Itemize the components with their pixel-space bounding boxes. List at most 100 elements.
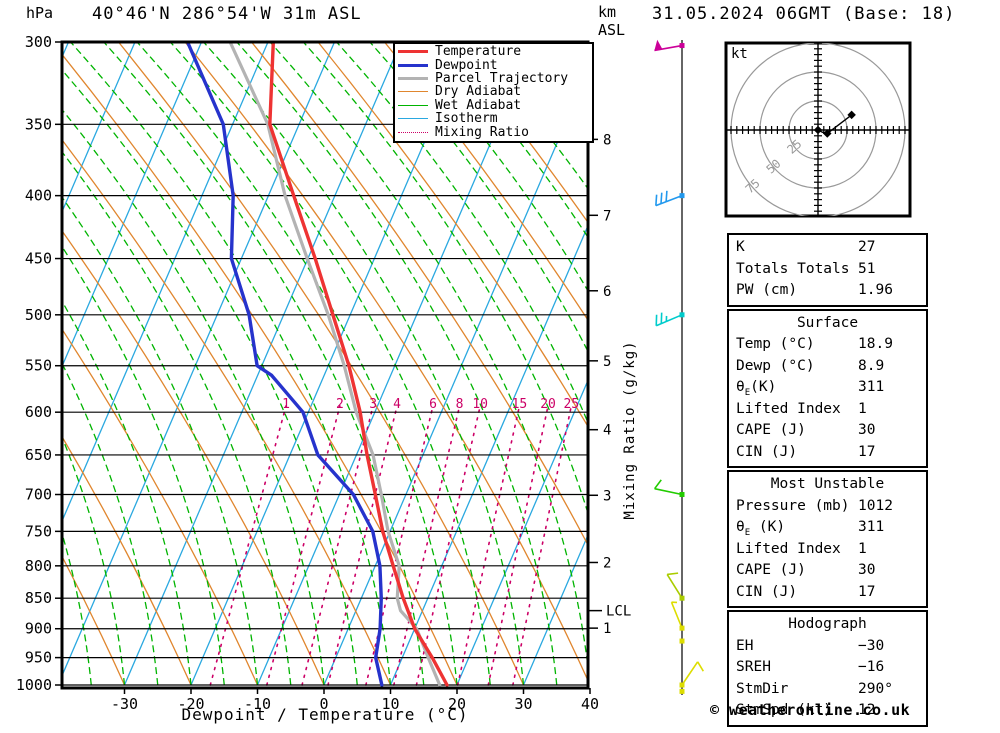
temperature-tick-label: -30 — [111, 695, 138, 713]
legend-item-label: Mixing Ratio — [435, 124, 529, 140]
mixing-ratio-line — [209, 405, 287, 686]
legend-item-label: Parcel Trajectory — [435, 70, 569, 86]
table-row-value: 1.96 — [858, 282, 893, 298]
table-row-label: θE(K) — [736, 379, 777, 398]
temperature-tick-label: 40 — [581, 695, 599, 713]
wind-barb-full — [696, 661, 705, 672]
wind-barb — [666, 572, 685, 601]
wet-adiabat-line — [269, 42, 588, 674]
isotherm-line — [323, 69, 588, 686]
temperature-tick-label: 20 — [448, 695, 466, 713]
table-row: Dewp (°C) 8.9 — [729, 356, 926, 378]
mixing-ratio-value: 20 — [540, 397, 556, 412]
isotherm-line — [456, 378, 588, 686]
wind-barb-column — [653, 39, 705, 695]
indices-table: Most Unstable Pressure (mb) 1012 θE (K) 311 L… — [727, 470, 928, 608]
wind-barb-pennant — [654, 39, 663, 51]
asl-axis-unit-label: ASL — [598, 21, 626, 39]
isotherm-line — [190, 42, 469, 686]
wind-barb-full — [653, 479, 662, 490]
legend-item-label: Wet Adiabat — [435, 97, 522, 113]
wet-adiabat-line — [169, 42, 491, 686]
mixing-ratio-line — [327, 405, 398, 686]
table-row: CAPE (J) 30 — [729, 420, 926, 442]
wind-barb-shaft — [655, 314, 683, 327]
km-tick-label: 5 — [603, 354, 611, 370]
table-row-label: Totals Totals — [736, 260, 850, 277]
legend-item: Dewpoint — [398, 57, 592, 73]
isotherm-line — [62, 42, 269, 523]
wind-barb-full — [655, 194, 658, 206]
legend-item-label: Dewpoint — [435, 57, 498, 73]
dry-adiabat-line — [317, 42, 588, 428]
pressure-unit-label: hPa — [26, 4, 54, 22]
legend-item-label: Isotherm — [435, 111, 498, 127]
wind-barb — [670, 601, 685, 631]
wind-barb — [655, 190, 685, 207]
wet-adiabat-line — [62, 361, 159, 686]
temperature-tick-label: -20 — [177, 695, 204, 713]
table-row-value: 27 — [858, 239, 876, 255]
wet-adiabat-line — [203, 42, 525, 686]
table-row-label: CAPE (J) — [736, 562, 806, 578]
pressure-tick-label: 650 — [25, 446, 52, 464]
hodograph-unit-label: kt — [731, 46, 748, 62]
table-row: CAPE (J) 30 — [729, 560, 926, 582]
sounding-curves — [185, 42, 449, 687]
dry-adiabat-line — [62, 138, 392, 686]
legend-line-sample — [398, 91, 428, 93]
temperature-tick-label: -10 — [244, 695, 271, 713]
pressure-tick-label: 950 — [25, 649, 52, 667]
mixing-ratio-value: 3 — [369, 397, 377, 412]
table-row-label: Lifted Index — [736, 540, 841, 557]
isotherm-line — [0, 42, 2, 685]
isotherm-line — [123, 42, 402, 686]
table-row-value: −30 — [858, 637, 885, 654]
dewpoint-curve — [185, 42, 384, 687]
mixing-ratio-line — [512, 405, 573, 686]
km-axis-unit-label: km — [598, 3, 617, 21]
table-row: Pressure (mb) 1012 — [729, 496, 926, 518]
wet-adiabat-line — [70, 42, 392, 686]
wet-adiabat-line — [62, 108, 325, 686]
wet-adiabat-line — [136, 42, 458, 686]
table-row: StmSpd (kt) 12 — [729, 700, 926, 722]
mixing-ratio-value: 25 — [563, 397, 579, 412]
pressure-tick-label: 350 — [25, 115, 52, 133]
station-title: 40°46'N 286°54'W 31m ASL — [92, 4, 362, 24]
km-tick-label: 3 — [603, 488, 611, 504]
mixing-ratio-axis-label: Mixing Ratio (g/kg) — [622, 340, 638, 520]
legend: Temperature Dewpoint Parcel Trajectory Dry … — [393, 42, 594, 143]
mixing-ratio-value: 15 — [512, 397, 528, 412]
legend-item: Temperature — [398, 44, 592, 59]
table-row: SREH −16 — [729, 657, 926, 679]
table-row-label: Pressure (mb) — [736, 497, 850, 514]
table-row-value: 30 — [858, 422, 876, 438]
km-tick-label: 8 — [603, 132, 611, 148]
mixing-ratio-line — [487, 405, 549, 686]
isotherm-line — [256, 42, 535, 686]
mixing-ratio-line — [301, 405, 374, 686]
mixing-ratio-value: 4 — [393, 397, 401, 412]
km-tick-label: 7 — [603, 208, 611, 224]
pressure-tick-label: 300 — [25, 33, 52, 51]
legend-item: Parcel Trajectory — [398, 70, 592, 86]
legend-item-label: Dry Adiabat — [435, 84, 522, 100]
indices-table: Hodograph EH −30 SREH −16 StmDir 290° StmSpd (k… — [727, 610, 928, 727]
datetime-title: 31.05.2024 06GMT (Base: 18) — [652, 4, 956, 24]
wind-barb-shaft — [655, 194, 683, 207]
isotherm-line — [62, 42, 136, 214]
parcel-trajectory-curve — [228, 42, 442, 687]
wet-adiabat-line — [236, 42, 558, 686]
wind-barb — [679, 688, 685, 694]
mixing-ratio-value: 2 — [336, 397, 344, 412]
wet-adiabat-line — [302, 42, 588, 516]
wind-barb — [679, 661, 705, 688]
pressure-tick-label: 800 — [25, 557, 52, 575]
wind-barb-full — [667, 572, 679, 576]
table-row-value: 290° — [858, 680, 893, 697]
isotherm-line — [522, 533, 588, 686]
table-row: θE (K) 311 — [729, 517, 926, 539]
